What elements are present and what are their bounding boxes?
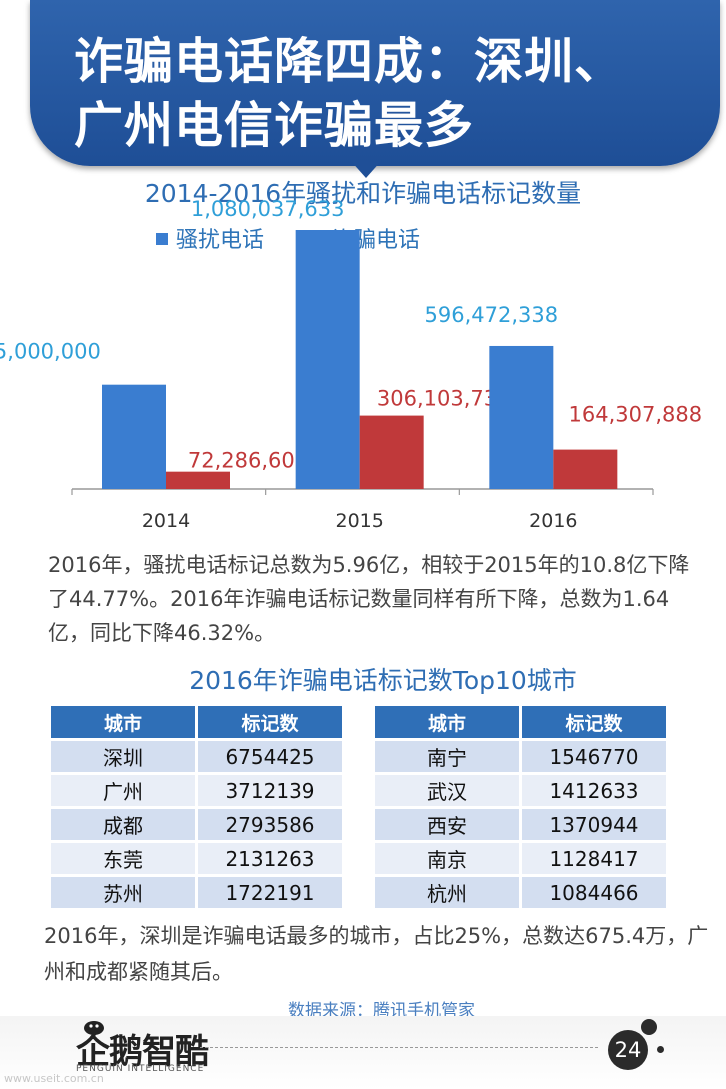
city-cell: 西安 [375,809,519,840]
city-table-left: 城市 标记数 深圳 6754425 广州 3712139 成都 2793586 东莞 2… [48,703,345,911]
city-cell: 东莞 [51,843,195,874]
page-number: 24 [608,1030,648,1070]
legend-swatch-harass [156,233,168,245]
header-city: 城市 [51,706,195,738]
data-label-fraud-2014: 72,286,600 [188,449,308,473]
count-cell: 1546770 [522,741,666,772]
x-tick-label-2015: 2015 [335,510,383,532]
bar-fraud-2014 [166,471,230,489]
footer-divider [200,1047,598,1048]
header-city: 城市 [375,706,519,738]
count-cell: 2793586 [198,809,342,840]
city-cell: 杭州 [375,877,519,908]
legend-item-harass: 骚扰电话 [156,222,264,254]
data-label-fraud-2015: 306,103,732 [377,387,511,411]
city-cell: 苏州 [51,877,195,908]
table-row: 南京 1128417 [375,843,666,874]
table-row: 西安 1370944 [375,809,666,840]
page-title-line-1: 诈骗电话降四成：深圳、 [74,33,625,90]
title-banner [30,0,720,166]
table-row: 武汉 1412633 [375,775,666,806]
legend-label-harass: 骚扰电话 [176,228,265,253]
data-label-harass-2014: 435,000,000 [0,340,101,364]
banner-pointer [350,160,382,178]
table-header-row: 城市 标记数 [375,706,666,738]
bar-harass-2016 [489,345,554,489]
penguin-icon [84,1021,104,1035]
city-cell: 武汉 [375,775,519,806]
decor-dot-small [657,1046,664,1053]
decor-dot-large [641,1019,657,1035]
chart-title: 2014-2016年骚扰和诈骗电话标记数量 [144,179,582,208]
data-label-harass-2015: 1,080,037,633 [191,197,345,221]
bar-chart: 435,000,000 72,286,600 2014 1,080,037,633 30… [0,197,703,532]
bar-fraud-2015 [359,415,424,489]
table-row: 苏州 1722191 [51,877,342,908]
header-count: 标记数 [198,706,342,738]
table-row: 深圳 6754425 [51,741,342,772]
data-label-fraud-2016: 164,307,888 [569,403,703,427]
count-cell: 1370944 [522,809,666,840]
table-row: 南宁 1546770 [375,741,666,772]
count-cell: 1722191 [198,877,342,908]
bar-harass-2014 [102,384,166,489]
bar-fraud-2016 [553,449,618,489]
table-header-row: 城市 标记数 [51,706,342,738]
bar-harass-2015 [295,230,360,489]
count-cell: 1412633 [522,775,666,806]
x-tick-label-2016: 2016 [529,510,577,532]
table-title: 2016年诈骗电话标记数Top10城市 [189,666,577,695]
header-count: 标记数 [522,706,666,738]
count-cell: 3712139 [198,775,342,806]
city-cell: 深圳 [51,741,195,772]
logo-subtitle: PENGUIN INTELLIGENCE [76,1064,205,1074]
city-cell: 广州 [51,775,195,806]
count-cell: 6754425 [198,741,342,772]
watermark: www.useit.com.cn [4,1072,104,1085]
city-table-right: 城市 标记数 南宁 1546770 武汉 1412633 西安 1370944 南京 1… [372,703,669,911]
table-row: 东莞 2131263 [51,843,342,874]
footer-band [0,1016,726,1089]
logo-text: 企鹅智酷 [76,1032,209,1072]
summary-paragraph-1: 2016年，骚扰电话标记总数为5.96亿，相较于2015年的10.8亿下降了44… [48,553,690,645]
count-cell: 1128417 [522,843,666,874]
city-cell: 南京 [375,843,519,874]
page-title-line-2: 广州电信诈骗最多 [74,97,475,154]
city-cell: 成都 [51,809,195,840]
count-cell: 2131263 [198,843,342,874]
table-row: 杭州 1084466 [375,877,666,908]
table-row: 广州 3712139 [51,775,342,806]
table-row: 成都 2793586 [51,809,342,840]
data-label-harass-2016: 596,472,338 [425,303,559,327]
count-cell: 1084466 [522,877,666,908]
summary-paragraph-2: 2016年，深圳是诈骗电话最多的城市，占比25%，总数达675.4万，广州和成都… [44,924,709,984]
x-tick-label-2014: 2014 [142,510,190,532]
city-cell: 南宁 [375,741,519,772]
